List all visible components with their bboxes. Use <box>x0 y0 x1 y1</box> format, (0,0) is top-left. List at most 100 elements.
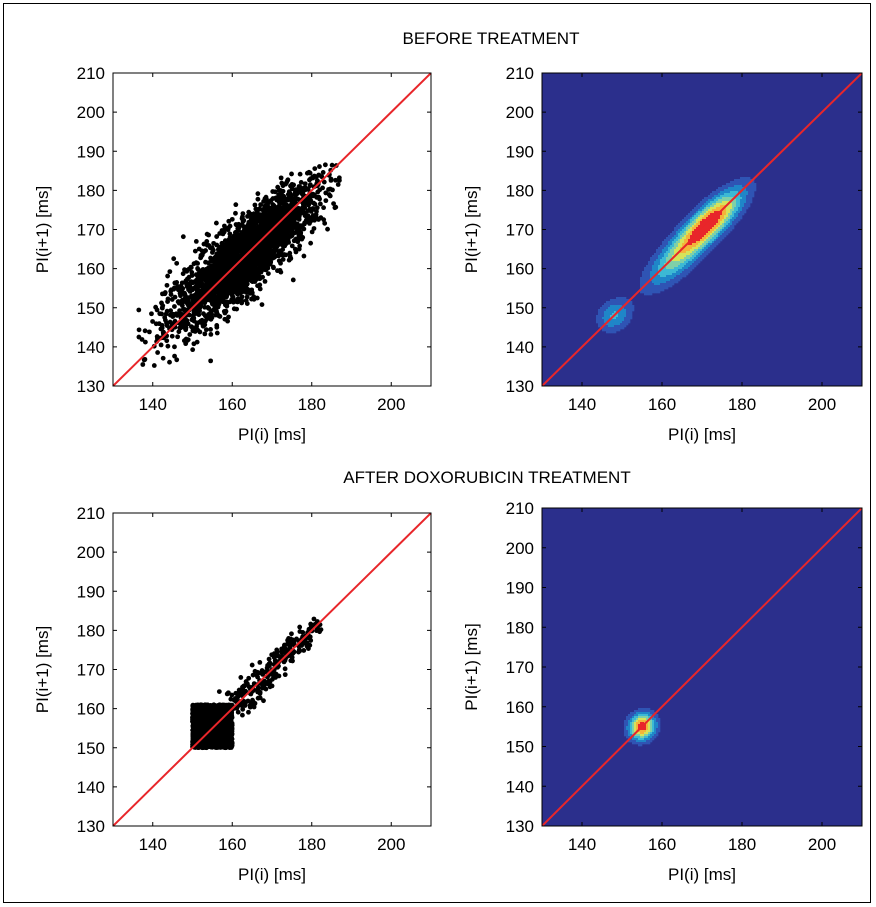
scatter-point <box>250 233 256 238</box>
contour-cell <box>656 251 659 254</box>
contour-cell <box>688 269 691 272</box>
contour-cell <box>664 243 667 246</box>
contour-cell <box>612 323 615 326</box>
contour-cell <box>672 263 675 266</box>
contour-cell <box>726 185 729 188</box>
scatter-point <box>194 294 200 300</box>
contour-cell <box>702 233 705 236</box>
contour-cell <box>736 189 739 192</box>
contour-cell <box>702 229 705 232</box>
contour-cell <box>688 243 691 246</box>
scatter-point <box>174 357 180 363</box>
contour-cell <box>690 247 693 250</box>
contour-cell <box>724 197 727 200</box>
scatter-point <box>202 283 208 289</box>
contour-cell <box>716 203 719 206</box>
contour-cell <box>704 253 707 256</box>
contour-cell <box>602 315 605 318</box>
contour-cell <box>730 225 733 228</box>
contour-cell <box>664 271 667 274</box>
contour-cell <box>618 301 621 304</box>
contour-cell <box>612 301 615 304</box>
contour-cell <box>706 243 709 246</box>
scatter-point <box>274 213 280 219</box>
contour-cell <box>730 207 733 210</box>
scatter-point <box>195 327 201 333</box>
contour-cell <box>702 201 705 204</box>
contour-cell <box>678 275 681 278</box>
x-tick-label: 140 <box>139 395 167 414</box>
contour-cell <box>734 181 737 184</box>
contour-cell <box>712 199 715 202</box>
scatter-point <box>260 274 266 280</box>
contour-cell <box>696 253 699 256</box>
scatter-point <box>154 307 160 313</box>
contour-cell <box>658 251 661 254</box>
scatter-point <box>301 185 307 191</box>
scatter-point <box>183 341 189 347</box>
contour-cell <box>694 231 697 234</box>
contour-cell <box>616 301 619 304</box>
contour-cell <box>732 223 735 226</box>
contour-cell <box>688 219 691 222</box>
contour-cell <box>616 299 619 302</box>
contour-cell <box>656 279 659 282</box>
scatter-point <box>233 202 239 208</box>
x-tick-label: 180 <box>728 395 756 414</box>
contour-cell <box>640 291 643 294</box>
contour-cell <box>700 207 703 210</box>
contour-cell <box>718 235 721 238</box>
contour-cell <box>606 327 609 330</box>
contour-cell <box>708 235 711 238</box>
scatter-point <box>325 226 330 232</box>
contour-cell <box>724 227 727 230</box>
scatter-point <box>183 327 189 333</box>
scatter-point <box>214 271 220 277</box>
contour-cell <box>662 287 665 290</box>
scatter-point <box>236 221 242 227</box>
contour-cell <box>684 243 687 246</box>
contour-cell <box>674 245 677 248</box>
contour-cell <box>752 187 755 190</box>
contour-cell <box>606 317 609 320</box>
scatter-point <box>227 279 233 285</box>
contour-cell <box>704 215 707 218</box>
contour-cell <box>730 227 733 230</box>
x-tick-label: 160 <box>648 395 676 414</box>
contour-cell <box>618 299 621 302</box>
contour-cell <box>724 213 727 216</box>
scatter-point <box>230 259 235 265</box>
contour-cell <box>622 323 625 326</box>
contour-cell <box>740 213 743 216</box>
contour-cell <box>694 233 697 236</box>
contour-cell <box>622 317 625 320</box>
contour-cell <box>746 199 749 202</box>
contour-cell <box>724 235 727 238</box>
scatter-point <box>265 214 271 219</box>
contour-cell <box>612 329 615 332</box>
scatter-point <box>195 288 201 294</box>
contour-cell <box>642 281 645 284</box>
contour-cell <box>688 271 691 274</box>
contour-cell <box>684 263 687 266</box>
contour-cell <box>660 251 663 254</box>
contour-cell <box>680 233 683 236</box>
contour-cell <box>706 199 709 202</box>
contour-cell <box>682 231 685 234</box>
contour-cell <box>720 233 723 236</box>
contour-cell <box>722 219 725 222</box>
contour-cell <box>688 251 691 254</box>
contour-cell <box>724 189 727 192</box>
contour-cell <box>728 189 731 192</box>
scatter-point <box>308 207 314 213</box>
contour-cell <box>676 233 679 236</box>
contour-cell <box>608 327 611 330</box>
contour-cell <box>694 261 697 264</box>
contour-cell <box>696 239 699 242</box>
contour-cell <box>738 205 741 208</box>
contour-cell <box>670 247 673 250</box>
scatter-point <box>268 198 274 203</box>
contour-cell <box>606 329 609 332</box>
contour-cell <box>612 303 615 306</box>
contour-cell <box>734 219 737 222</box>
